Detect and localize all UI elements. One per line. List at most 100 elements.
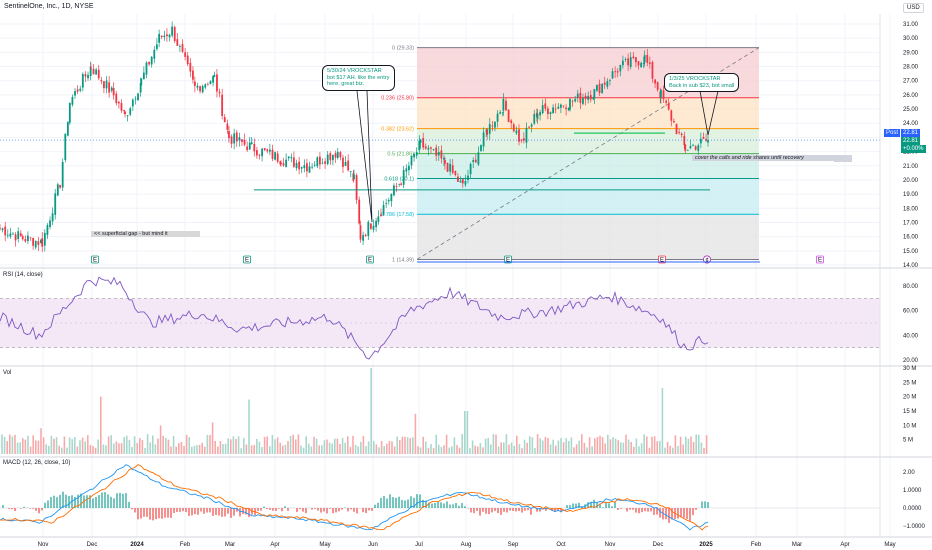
time-axis-tick: Mar <box>225 542 235 548</box>
candle-body <box>667 103 670 110</box>
candle-body <box>367 221 370 236</box>
volume-bar <box>53 438 55 454</box>
macd-histogram-bar <box>500 508 502 515</box>
candle-body <box>390 193 393 202</box>
candle-body <box>432 149 435 150</box>
volume-bar <box>594 438 596 454</box>
volume-bar <box>141 440 144 454</box>
macd-histogram-bar <box>149 508 151 520</box>
volume-axis-tick: 5 M <box>903 438 913 444</box>
volume-bar <box>94 447 97 454</box>
candle-body <box>204 84 207 88</box>
macd-histogram-bar <box>257 508 259 512</box>
volume-bar <box>230 439 232 454</box>
candle-body <box>686 149 689 151</box>
macd-histogram-bar <box>332 508 334 514</box>
volume-bar <box>471 440 474 454</box>
macd-histogram-bar <box>266 508 268 509</box>
candle-body <box>89 66 92 76</box>
candle-body <box>189 62 192 72</box>
macd-histogram-bar <box>281 508 283 512</box>
price-axis-tick: 28.00 <box>903 65 919 71</box>
candle-body <box>110 87 113 91</box>
volume-bar <box>373 441 375 454</box>
candle-body <box>567 107 570 111</box>
macd-panel <box>0 464 880 531</box>
candle-body <box>276 153 279 162</box>
volume-bar <box>315 438 318 454</box>
volume-bar <box>250 445 253 454</box>
candle-body <box>692 144 694 146</box>
candle-body <box>525 127 528 143</box>
macd-histogram-bar <box>86 495 88 508</box>
macd-histogram-bar <box>32 508 34 509</box>
candle-body <box>117 101 120 104</box>
macd-histogram-bar <box>488 508 490 515</box>
candle-body <box>593 89 596 99</box>
earnings-marker <box>243 255 251 264</box>
macd-histogram-bar <box>605 502 607 508</box>
candle-body <box>398 183 401 185</box>
volume-bar <box>222 444 224 454</box>
candle-body <box>326 154 329 165</box>
candle-body <box>199 86 201 92</box>
volume-bar <box>84 441 86 454</box>
candle-body <box>643 55 646 63</box>
macd-histogram-bar <box>50 496 52 508</box>
candle-body <box>443 158 445 160</box>
macd-histogram-bar <box>626 508 628 512</box>
candle-body <box>29 237 32 239</box>
candle-body <box>196 85 199 88</box>
volume-bar <box>599 435 601 454</box>
candle-body <box>596 85 598 91</box>
candle-body <box>427 147 430 150</box>
macd-histogram-bar <box>317 508 319 511</box>
volume-bar <box>258 441 261 454</box>
candle-body <box>250 142 253 144</box>
macd-histogram-bar <box>491 508 493 513</box>
macd-histogram-bar <box>107 494 109 508</box>
macd-histogram-bar <box>608 503 610 508</box>
volume-bar <box>328 442 331 454</box>
macd-histogram-bar <box>179 508 181 512</box>
volume-bar <box>700 442 703 454</box>
candle-body <box>689 146 692 149</box>
currency-button[interactable]: USD <box>903 3 924 13</box>
volume-bar <box>635 438 638 454</box>
candle-body <box>137 93 139 101</box>
macd-histogram-bar <box>245 508 247 515</box>
volume-bar <box>633 446 635 454</box>
macd-histogram-bar <box>314 508 316 509</box>
macd-histogram-bar <box>200 508 202 512</box>
volume-bar <box>284 444 287 454</box>
volume-bar <box>79 440 81 454</box>
volume-bar <box>523 439 526 454</box>
fib-zone <box>417 178 759 215</box>
candle-body <box>148 62 150 65</box>
volume-bar <box>549 444 552 454</box>
candle-body <box>614 71 617 73</box>
volume-bar <box>97 439 99 454</box>
macd-histogram-bar <box>275 508 277 511</box>
volume-bar <box>63 436 66 454</box>
candle-body <box>362 235 364 241</box>
candle-body <box>218 91 221 94</box>
candle-body <box>606 81 609 87</box>
volume-bar <box>458 447 461 454</box>
fib-level-label: 0.236 (25.80) <box>381 96 414 102</box>
macd-histogram-bar <box>611 506 613 508</box>
macd-histogram-bar <box>518 508 520 512</box>
candle-body <box>248 142 251 150</box>
volume-bar <box>399 440 401 454</box>
macd-histogram-bar <box>335 508 337 513</box>
candle-body <box>651 61 654 79</box>
candle-body <box>71 96 74 105</box>
candle-body <box>611 71 614 79</box>
candle-body <box>140 78 143 86</box>
macd-histogram-bar <box>158 508 160 519</box>
candle-body <box>192 70 194 80</box>
macd-histogram-bar <box>230 508 232 518</box>
price-axis-tick: 27.00 <box>903 79 919 85</box>
candle-body <box>576 93 579 98</box>
